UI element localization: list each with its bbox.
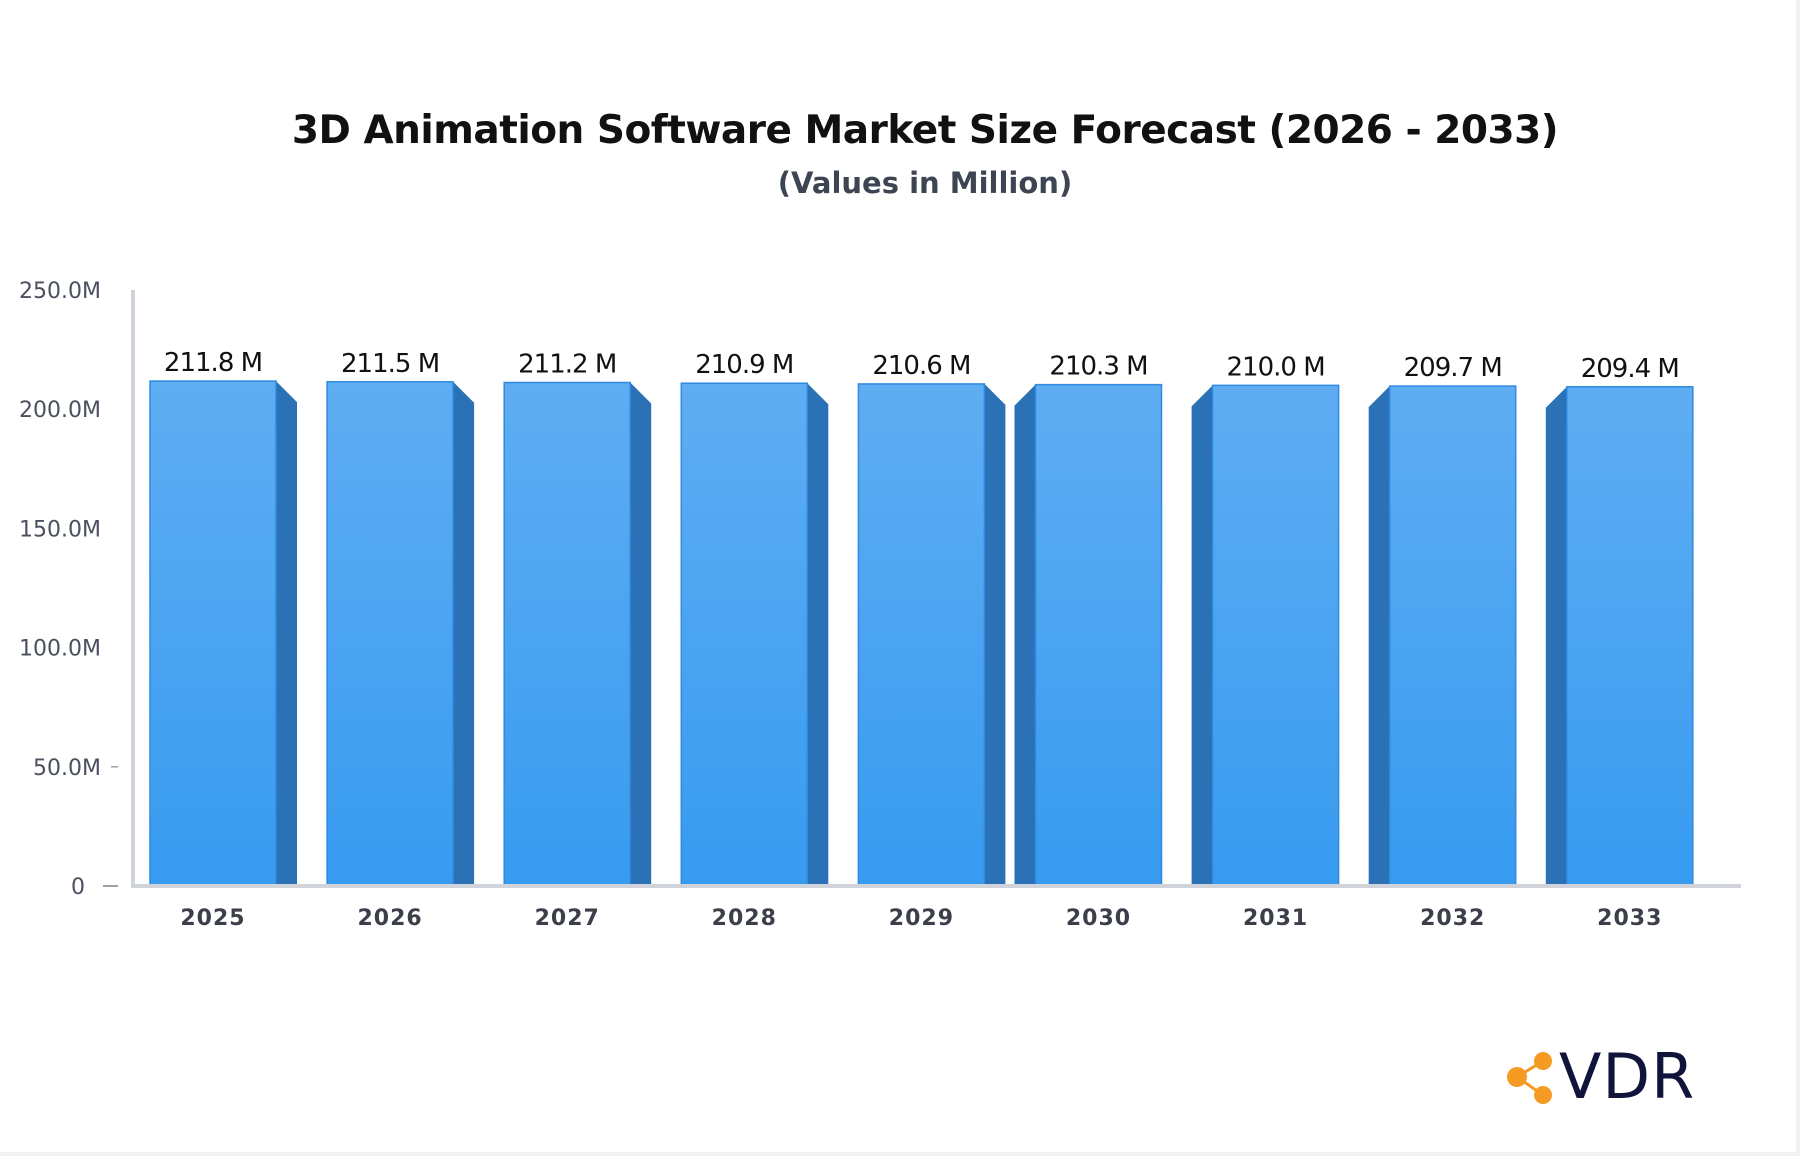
bar [149, 380, 277, 887]
bar-side [630, 382, 652, 886]
vdr-logo: VDR [1505, 1040, 1695, 1113]
bar-value-label: 209.4 M [1581, 354, 1679, 384]
y-tick-label: 200.0M [19, 398, 101, 423]
y-tick-label: 50.0M [33, 756, 101, 781]
x-tick-label: 2029 [889, 906, 954, 931]
x-tick-label: 2033 [1597, 906, 1662, 931]
y-tick-label: 250.0M [19, 279, 101, 304]
y-tick-label: 0 [71, 875, 85, 900]
bar-side [1191, 385, 1213, 886]
bar-value-label: 210.6 M [872, 351, 970, 381]
bar-value-label: 211.5 M [341, 349, 439, 379]
bar-value-label: 209.7 M [1404, 353, 1502, 383]
bar-side [1545, 386, 1567, 886]
x-tick-label: 2025 [180, 906, 245, 931]
bar-side [453, 381, 475, 886]
chart-title: 3D Animation Software Market Size Foreca… [291, 108, 1559, 153]
bar [680, 382, 809, 887]
x-tick-label: 2030 [1066, 906, 1131, 931]
bar [1566, 386, 1694, 887]
bar-side [984, 383, 1006, 886]
x-tick-label: 2031 [1243, 906, 1308, 931]
x-tick-label: 2028 [712, 906, 777, 931]
bar-value-label: 210.0 M [1227, 352, 1325, 382]
x-tick-label: 2032 [1420, 906, 1485, 931]
bar [326, 381, 454, 887]
chart-subtitle: (Values in Million) [777, 166, 1073, 200]
bar-value-label: 210.3 M [1049, 352, 1147, 382]
x-tick-label: 2026 [357, 906, 422, 931]
bar-side [276, 381, 297, 886]
bar-value-label: 211.2 M [518, 349, 616, 379]
y-tick-label: 100.0M [19, 637, 101, 662]
bar [1388, 385, 1517, 887]
x-tick-label: 2027 [535, 906, 600, 931]
bar-side [1368, 386, 1390, 886]
bar-side [807, 383, 829, 886]
bar [503, 381, 631, 887]
bar-value-label: 210.9 M [695, 350, 793, 380]
bar [1211, 384, 1340, 887]
y-tick-label: 150.0M [19, 517, 101, 542]
bar [857, 383, 986, 887]
bar [1034, 383, 1163, 887]
logo-text: VDR [1559, 1040, 1696, 1113]
bar-side [1014, 384, 1036, 886]
share-nodes-icon [1507, 1051, 1552, 1104]
bar-value-label: 211.8 M [164, 348, 262, 378]
